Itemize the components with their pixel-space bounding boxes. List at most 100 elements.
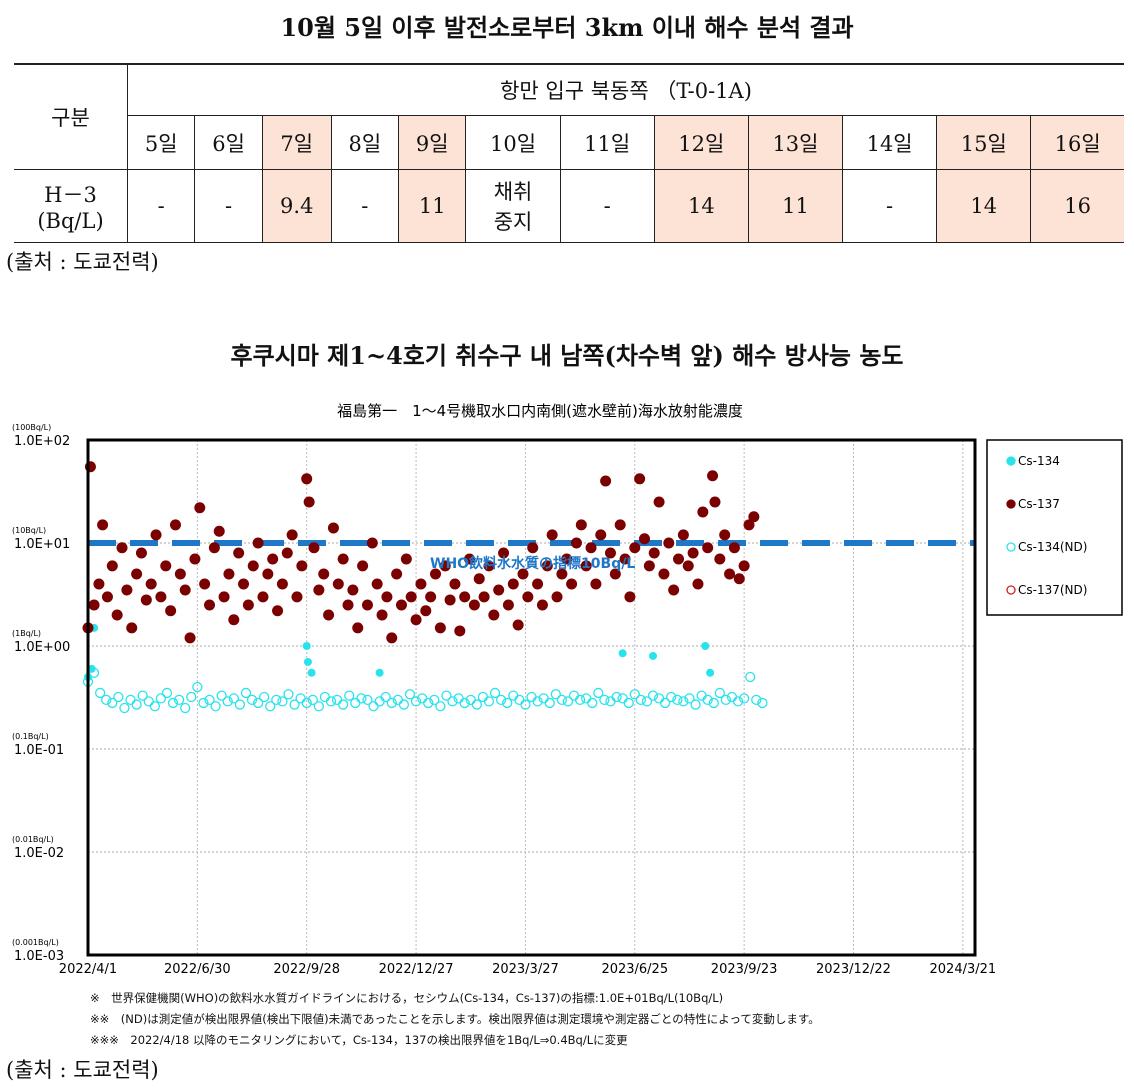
y-tick-label: 1.0E+01 bbox=[14, 537, 70, 552]
cs137-point bbox=[415, 578, 427, 590]
cs137-point bbox=[145, 578, 157, 590]
cs137-point bbox=[106, 560, 118, 572]
row-header: 구분 bbox=[14, 63, 128, 170]
cs134-nd-point bbox=[107, 697, 118, 709]
cs137-point bbox=[308, 542, 320, 554]
cs134-nd-point bbox=[708, 697, 719, 709]
cs137-point bbox=[184, 632, 196, 644]
cs134-nd-point bbox=[131, 699, 142, 710]
date-cell: 11일 bbox=[559, 115, 655, 170]
value-line: 채취 bbox=[493, 180, 533, 204]
cs137-point bbox=[252, 537, 264, 549]
cs137-point bbox=[502, 599, 514, 611]
y-tick-label: 1.0E+02 bbox=[14, 434, 70, 449]
cs134-nd-point bbox=[556, 694, 568, 706]
table-title: 10월 5일 이후 발전소로부터 3km 이내 해수 분석 결과 bbox=[280, 13, 854, 42]
cs137-point bbox=[498, 547, 510, 559]
cs134-nd-point bbox=[423, 697, 434, 709]
cs134-nd-point bbox=[204, 694, 215, 706]
radioactivity-chart: 福島第一 1～4号機取水口内南側(遮水壁前)海水放射能濃度 (100Bq/L) 1… bbox=[12, 402, 1123, 977]
cs134-nd-point bbox=[265, 701, 276, 712]
date-cell: 12일 bbox=[653, 115, 749, 170]
value-cell: 14 bbox=[653, 169, 749, 243]
cs134-nd-point bbox=[526, 691, 537, 703]
legend-label: Cs-134 bbox=[1018, 454, 1060, 468]
who-reference-label: WHO飲料水水質の指標10Bq/L bbox=[430, 555, 635, 572]
source-note-1: (출처 : 도쿄전력) bbox=[6, 250, 159, 274]
cs137-point bbox=[546, 529, 558, 541]
cs134-nd-point bbox=[180, 702, 191, 714]
y-unit-label: (1Bq/L) bbox=[12, 629, 41, 638]
x-tick-label: 2023/9/23 bbox=[711, 962, 778, 977]
h3-label: H－3 (Bq/L) bbox=[14, 169, 128, 243]
x-tick-label: 2022/12/27 bbox=[379, 962, 454, 977]
value-cell: - bbox=[194, 169, 263, 243]
cs137-point bbox=[624, 591, 636, 603]
cs134-nd-point bbox=[508, 690, 519, 701]
cs137-point bbox=[653, 496, 665, 508]
cs134-nd-point bbox=[483, 696, 495, 707]
cs134-nd-point bbox=[101, 694, 112, 706]
cs137-point bbox=[213, 525, 225, 537]
cs134-point bbox=[307, 668, 316, 677]
cs134-nd-point bbox=[113, 691, 124, 703]
y-tick-label: 1.0E-01 bbox=[14, 743, 64, 758]
cs137-point bbox=[169, 519, 181, 531]
cs134-nd-point bbox=[283, 689, 294, 700]
cs137-point bbox=[697, 506, 709, 518]
cs134-nd-point bbox=[234, 699, 246, 710]
cs137-point bbox=[561, 553, 573, 565]
cs134-point bbox=[302, 642, 311, 650]
cs134-nd-point bbox=[738, 693, 750, 704]
cs134-nd-point bbox=[344, 690, 355, 701]
cs137-point bbox=[238, 578, 250, 590]
cs134-nd-point bbox=[751, 694, 762, 706]
cs137-point bbox=[267, 553, 279, 565]
cs137-point bbox=[371, 578, 383, 590]
cs137-point bbox=[609, 568, 621, 580]
cs134-nd-point bbox=[301, 697, 312, 709]
cs137-point bbox=[381, 591, 393, 603]
cs137-point bbox=[204, 599, 216, 611]
cs137-point bbox=[595, 529, 607, 541]
value-cell: 11 bbox=[398, 169, 467, 243]
cs134-nd-point bbox=[398, 699, 410, 710]
cs134-nd-point bbox=[459, 697, 470, 709]
cs134-nd-point bbox=[532, 696, 543, 707]
chart-heading: 후쿠시마 제1~4호기 취수구 내 남쪽(차수벽 앞) 해수 방사능 농도 bbox=[230, 341, 904, 370]
cs137-point bbox=[629, 542, 641, 554]
cs137-point bbox=[719, 529, 731, 541]
cs137-point bbox=[709, 496, 721, 508]
cs137-point bbox=[400, 553, 412, 565]
cs137-point bbox=[748, 511, 760, 523]
cs137-point bbox=[332, 578, 344, 590]
cs137-point bbox=[724, 568, 736, 580]
cs137-point bbox=[247, 560, 259, 572]
value-cell: - bbox=[126, 169, 196, 243]
cs134-nd-point bbox=[660, 697, 671, 709]
y-unit-label: (100Bq/L) bbox=[12, 423, 51, 432]
cs134-nd-point bbox=[672, 694, 683, 706]
cs134-point bbox=[701, 642, 710, 650]
cs137-point bbox=[257, 591, 269, 603]
cs134-nd-point bbox=[599, 694, 610, 706]
cs134-nd-point bbox=[350, 697, 361, 709]
date-cell: 5일 bbox=[127, 115, 196, 170]
cs134-nd-point bbox=[647, 690, 659, 701]
cs134-nd-point bbox=[137, 690, 148, 701]
y-tick-label: 1.0E-03 bbox=[14, 949, 64, 964]
cs134-nd-point bbox=[240, 687, 252, 699]
cs137-point bbox=[619, 553, 631, 565]
cs137-point bbox=[135, 547, 147, 559]
value-cell: - bbox=[559, 169, 655, 243]
cs137-point bbox=[639, 533, 651, 545]
value-cell: 14 bbox=[936, 169, 1032, 243]
cs134-nd-point bbox=[167, 697, 179, 709]
cs134-nd-point bbox=[684, 693, 695, 704]
cs134-nd-point bbox=[125, 694, 136, 706]
cs137-point bbox=[386, 632, 398, 644]
cs134-point bbox=[303, 657, 312, 666]
cs137-point bbox=[483, 560, 495, 572]
cs134-nd-point bbox=[374, 696, 385, 707]
x-tick-label: 2023/12/22 bbox=[816, 962, 891, 977]
